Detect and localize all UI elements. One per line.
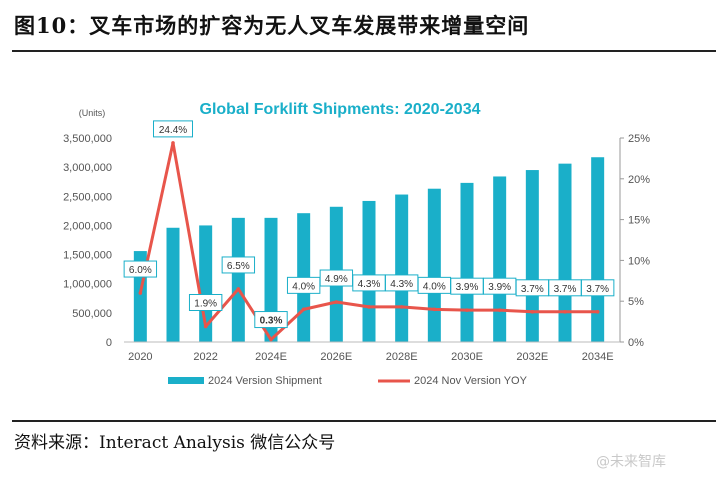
yoy-data-label: 6.0% — [129, 265, 152, 276]
y-left-tick-label: 3,500,000 — [63, 133, 112, 145]
yoy-point — [530, 310, 535, 314]
shipment-bar — [395, 194, 409, 342]
source-note: 资料来源：Interact Analysis 微信公众号 — [14, 433, 336, 453]
x-tick-label: 2026E — [320, 351, 352, 363]
shipment-bar — [166, 227, 180, 342]
y-right-tick-label: 5% — [628, 296, 644, 308]
forklift-chart: Global Forklift Shipments: 2020-2034 (Uni… — [63, 101, 650, 387]
source-rule — [12, 420, 716, 422]
y-left-tick-label: 500,000 — [72, 308, 112, 320]
y-left-tick-label: 3,000,000 — [63, 162, 112, 174]
yoy-point — [595, 310, 600, 314]
y-left-tick-label: 2,500,000 — [63, 191, 112, 203]
yoy-point — [399, 305, 404, 309]
yoy-data-label: 1.9% — [194, 298, 217, 309]
y-left-tick-label: 1,000,000 — [63, 279, 112, 291]
yoy-point — [497, 308, 502, 312]
yoy-point — [432, 307, 437, 312]
shipment-bar — [460, 182, 474, 342]
yoy-data-label: 3.9% — [488, 282, 511, 293]
watermark-text: @未来智库 — [596, 454, 666, 470]
yoy-point — [334, 300, 339, 304]
y-left-tick-label: 1,500,000 — [63, 250, 112, 262]
yoy-label-box — [153, 120, 193, 138]
yoy-point — [563, 310, 567, 314]
yoy-point — [465, 308, 469, 312]
yoy-label-box — [580, 279, 615, 297]
y-right-tick-label: 0% — [628, 337, 644, 349]
title-rule — [12, 50, 716, 52]
yoy-data-label: 4.3% — [358, 279, 381, 290]
yoy-data-label: 4.9% — [325, 274, 348, 285]
yoy-label-box — [123, 260, 158, 278]
yoy-data-label: 6.5% — [227, 261, 250, 272]
yoy-data-label: 0.3% — [260, 316, 283, 327]
x-tick-label: 2028E — [386, 351, 418, 363]
x-tick-label: 2024E — [255, 351, 287, 363]
legend-line-label: 2024 Nov Version YOY — [414, 375, 528, 387]
chart-title: Global Forklift Shipments: 2020-2034 — [200, 101, 481, 118]
legend-bar-label: 2024 Version Shipment — [208, 375, 322, 387]
yoy-point — [367, 305, 371, 309]
yoy-data-label: 3.7% — [554, 284, 577, 295]
legend-bar-swatch — [168, 377, 204, 384]
y-left-tick-label: 0 — [106, 337, 112, 349]
x-tick-label: 2032E — [516, 351, 548, 363]
yoy-data-label: 3.7% — [586, 284, 609, 295]
yoy-point — [203, 324, 208, 329]
y-right-tick-label: 25% — [628, 133, 650, 145]
x-tick-label: 2030E — [451, 351, 483, 363]
shipment-bar — [362, 200, 376, 342]
yoy-point — [171, 141, 175, 145]
shipment-bar — [231, 217, 245, 342]
y-right-tick-label: 15% — [628, 215, 650, 227]
yoy-data-label: 4.0% — [423, 281, 446, 292]
yoy-label-box — [221, 256, 256, 274]
yoy-data-label: 3.9% — [456, 282, 479, 293]
y-left-tick-label: 2,000,000 — [63, 220, 112, 232]
y-unit-label: (Units) — [79, 108, 106, 118]
shipment-bar — [427, 188, 441, 342]
figure-title: 图10：叉车市场的扩容为无人叉车发展带来增量空间 — [14, 13, 530, 38]
y-right-tick-label: 20% — [628, 174, 650, 186]
yoy-point — [269, 337, 273, 342]
yoy-data-label: 24.4% — [159, 125, 187, 136]
yoy-point — [138, 291, 143, 295]
yoy-label-box — [254, 311, 288, 329]
x-tick-label: 2022 — [193, 351, 217, 363]
shipment-bar — [493, 176, 507, 342]
shipment-bar — [525, 170, 539, 342]
shipment-bar — [558, 163, 572, 342]
shipment-bar — [264, 217, 278, 342]
yoy-data-label: 4.3% — [390, 279, 413, 290]
yoy-data-label: 4.0% — [292, 281, 315, 292]
yoy-point — [236, 287, 241, 291]
x-tick-label: 2034E — [582, 351, 614, 363]
y-right-tick-label: 10% — [628, 255, 650, 267]
yoy-point — [301, 307, 306, 312]
yoy-data-label: 3.7% — [521, 284, 544, 295]
x-tick-label: 2020 — [128, 351, 152, 363]
shipment-bar — [591, 157, 605, 342]
yoy-label-box — [188, 293, 223, 311]
